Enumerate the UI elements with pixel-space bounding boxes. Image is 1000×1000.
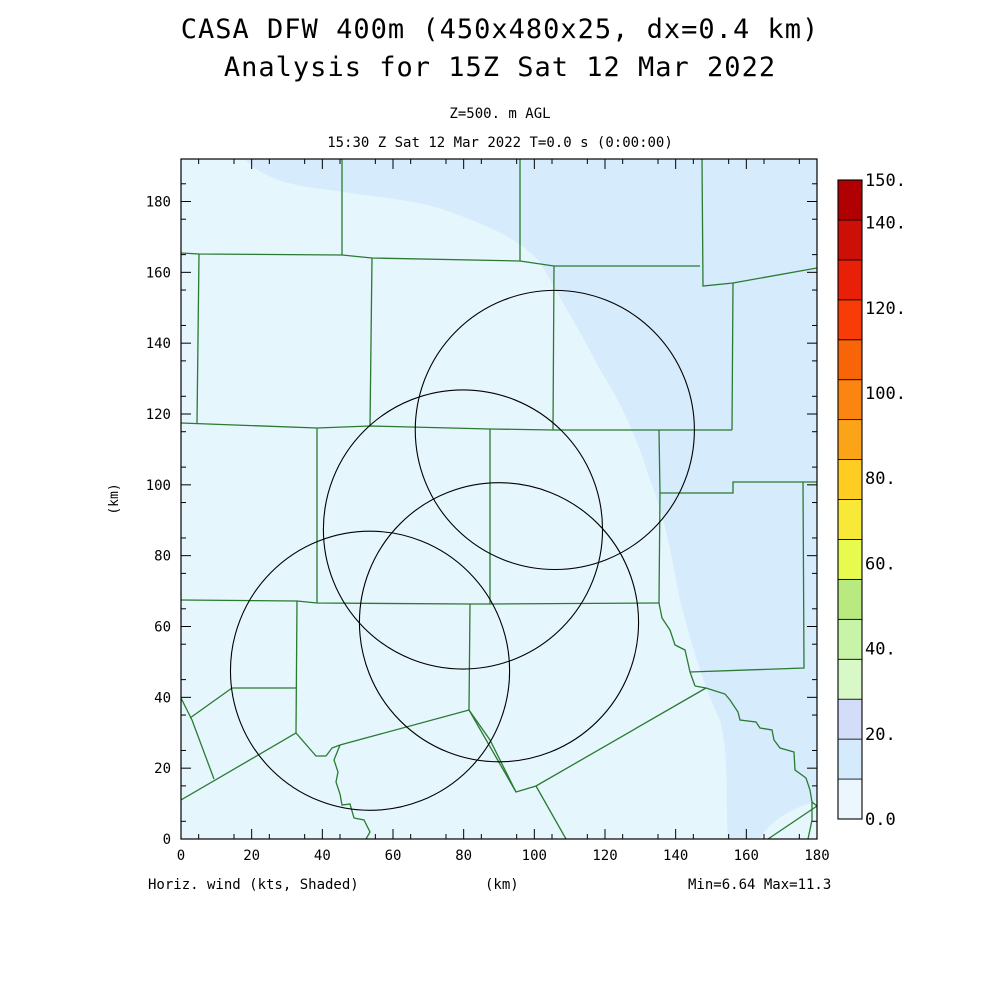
y-tick-label: 20 bbox=[154, 761, 171, 777]
boundary-line bbox=[468, 603, 471, 711]
colorbar-labels: 150. 140. 120. 100. 80. 60. 40. 20. 0.0 bbox=[865, 171, 906, 830]
colorbar-segment bbox=[837, 259, 863, 301]
x-tick-label: 20 bbox=[243, 848, 260, 864]
x-tick-label: 100 bbox=[522, 848, 547, 864]
colorbar-frame bbox=[837, 179, 863, 820]
y-tick-label: 80 bbox=[154, 549, 171, 565]
level-label: Z=500. m AGL bbox=[449, 106, 551, 122]
title-line-1: CASA DFW 400m (450x480x25, dx=0.4 km) bbox=[180, 14, 820, 45]
boundary-line bbox=[731, 282, 734, 431]
boundary-line bbox=[535, 785, 567, 839]
x-tick-label: 160 bbox=[734, 848, 759, 864]
boundary-line bbox=[767, 805, 817, 839]
colorbar-segment bbox=[837, 578, 863, 620]
x-tick-label: 80 bbox=[455, 848, 472, 864]
boundary-line bbox=[701, 159, 817, 287]
wind-field-high-patch bbox=[760, 800, 817, 839]
colorbar-label: 150. bbox=[865, 171, 906, 191]
boundary-line bbox=[694, 685, 817, 807]
wind-field-high bbox=[245, 159, 817, 839]
colorbar-segment bbox=[837, 658, 863, 700]
valid-time-label: 15:30 Z Sat 12 Mar 2022 T=0.0 s (0:00:00… bbox=[327, 135, 673, 151]
x-tick-label: 180 bbox=[804, 848, 829, 864]
boundary-line bbox=[295, 600, 298, 734]
colorbar-segment bbox=[837, 698, 863, 740]
x-axis-unit: (km) bbox=[485, 877, 519, 893]
y-tick-label: 60 bbox=[154, 620, 171, 636]
y-tick-label: 0 bbox=[163, 832, 171, 848]
colorbar-segment bbox=[837, 219, 863, 261]
colorbar-label: 140. bbox=[865, 214, 906, 234]
boundary-line bbox=[181, 687, 707, 801]
boundary-line bbox=[552, 265, 555, 431]
colorbar-segment bbox=[837, 459, 863, 500]
ring-southwest bbox=[229, 530, 511, 811]
colorbar-label: 20. bbox=[865, 725, 896, 745]
wind-field bbox=[181, 159, 817, 839]
colorbar-segment bbox=[837, 738, 863, 780]
boundary-line bbox=[181, 697, 215, 780]
x-tick-labels: 0 20 40 60 80 100 120 140 160 180 bbox=[177, 848, 830, 864]
axis-ticks bbox=[180, 159, 818, 840]
x-tick-label: 140 bbox=[663, 848, 688, 864]
boundary-line bbox=[196, 253, 200, 424]
boundary-line bbox=[658, 602, 696, 687]
boundary-line bbox=[181, 599, 660, 605]
x-tick-label: 0 bbox=[177, 848, 185, 864]
colorbar-segment bbox=[837, 419, 863, 460]
colorbar-label: 120. bbox=[865, 299, 906, 319]
y-tick-label: 160 bbox=[146, 265, 171, 281]
y-tick-label: 120 bbox=[146, 407, 171, 423]
colorbar-segment bbox=[837, 299, 863, 341]
y-tick-label: 140 bbox=[146, 336, 171, 352]
radar-range-rings bbox=[229, 289, 695, 811]
colorbar-label: 0.0 bbox=[865, 810, 896, 830]
boundary-line bbox=[658, 492, 661, 604]
colorbar-label: 60. bbox=[865, 554, 896, 574]
y-axis-label: (km) bbox=[107, 483, 122, 514]
boundary-line bbox=[689, 481, 805, 673]
y-tick-label: 40 bbox=[154, 690, 171, 706]
colorbar-segment bbox=[837, 379, 863, 421]
boundary-line bbox=[333, 744, 371, 839]
county-boundaries bbox=[181, 159, 817, 839]
colorbar-segment bbox=[837, 539, 863, 580]
boundary-line bbox=[189, 687, 233, 719]
colorbar bbox=[837, 179, 863, 820]
ring-east-central bbox=[358, 482, 640, 763]
boundary-line bbox=[658, 429, 817, 494]
plot-frame bbox=[180, 158, 818, 840]
field-label: Horiz. wind (kts, Shaded) bbox=[148, 877, 359, 893]
colorbar-segment bbox=[837, 618, 863, 660]
colorbar-segment bbox=[837, 499, 863, 540]
ring-northeast bbox=[414, 289, 695, 571]
y-tick-labels: 0 20 40 60 80 100 120 140 160 180 bbox=[146, 195, 171, 849]
colorbar-label: 80. bbox=[865, 469, 896, 489]
colorbar-label: 40. bbox=[865, 640, 896, 660]
x-tick-label: 120 bbox=[592, 848, 617, 864]
colorbar-segment bbox=[837, 339, 863, 381]
x-tick-label: 40 bbox=[314, 848, 331, 864]
x-tick-label: 60 bbox=[385, 848, 402, 864]
y-tick-label: 100 bbox=[146, 478, 171, 494]
boundary-line bbox=[468, 709, 517, 793]
min-max-label: Min=6.64 Max=11.3 bbox=[688, 877, 832, 893]
boundary-line bbox=[807, 802, 813, 839]
colorbar-label: 100. bbox=[865, 384, 906, 404]
colorbar-segment bbox=[837, 179, 863, 221]
y-tick-label: 180 bbox=[146, 195, 171, 211]
colorbar-segment bbox=[837, 778, 863, 820]
boundary-line bbox=[369, 257, 373, 427]
title-line-2: Analysis for 15Z Sat 12 Mar 2022 bbox=[223, 52, 777, 83]
